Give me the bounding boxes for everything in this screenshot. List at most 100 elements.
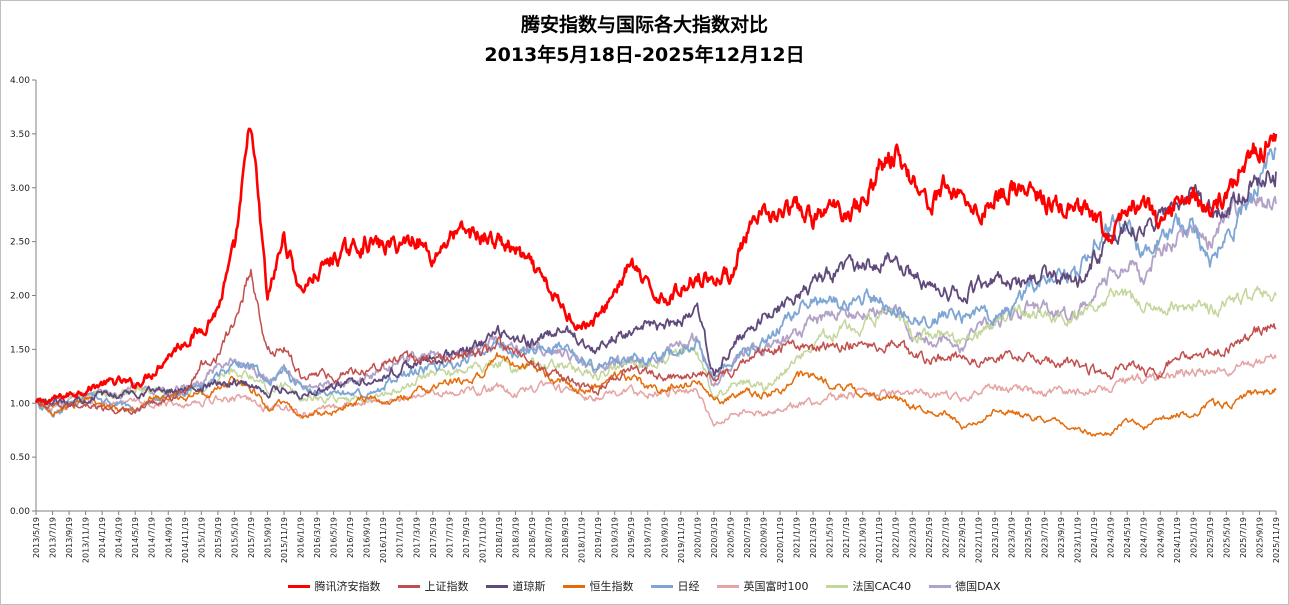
x-tick-label: 2017/7/19 xyxy=(445,517,454,558)
y-tick-label: 2.50 xyxy=(10,238,30,248)
legend-swatch xyxy=(929,584,952,588)
x-tick-label: 2014/11/19 xyxy=(181,517,190,563)
x-tick-label: 2016/9/19 xyxy=(363,517,372,558)
x-tick-label: 2019/5/19 xyxy=(627,517,636,558)
legend-swatch xyxy=(717,584,740,588)
x-tick-label: 2014/9/19 xyxy=(164,517,173,558)
chart-subtitle: 2013年5月18日-2025年12月12日 xyxy=(484,44,805,66)
x-tick-label: 2013/9/19 xyxy=(65,517,74,558)
legend-item-6: 法国CAC40 xyxy=(826,578,911,594)
x-tick-label: 2020/9/19 xyxy=(759,517,768,558)
legend-swatch xyxy=(486,584,509,588)
x-tick-label: 2015/3/19 xyxy=(214,517,223,558)
x-tick-label: 2020/11/19 xyxy=(776,517,785,563)
x-tick-label: 2018/7/19 xyxy=(545,517,554,558)
legend-item-2: 道琼斯 xyxy=(486,578,545,594)
x-tick-label: 2019/1/19 xyxy=(594,517,603,558)
legend-item-0: 腾讯济安指数 xyxy=(288,578,380,594)
chart-title: 腾安指数与国际各大指数对比 xyxy=(520,14,768,36)
x-tick-label: 2025/3/19 xyxy=(1206,517,1215,558)
x-tick-label: 2024/9/19 xyxy=(1156,517,1165,558)
legend-item-4: 日经 xyxy=(651,578,699,594)
x-tick-label: 2022/11/19 xyxy=(974,517,983,563)
legend-label: 道琼斯 xyxy=(512,580,546,593)
x-tick-label: 2017/3/19 xyxy=(412,517,421,558)
legend-swatch xyxy=(288,584,311,588)
chart-legend: 腾讯济安指数 上证指数 道琼斯 恒生指数 日经 英国富时100 法国CAC40 德国DAX xyxy=(0,577,1289,595)
x-tick-label: 2019/3/19 xyxy=(611,517,620,558)
x-tick-label: 2023/3/19 xyxy=(1007,517,1016,558)
x-tick-label: 2025/7/19 xyxy=(1239,517,1248,558)
x-tick-label: 2023/7/19 xyxy=(1041,517,1050,558)
x-tick-label: 2013/5/19 xyxy=(32,517,41,558)
x-tick-label: 2019/11/19 xyxy=(677,517,686,563)
x-tick-label: 2016/7/19 xyxy=(346,517,355,558)
x-tick-label: 2017/9/19 xyxy=(462,517,471,558)
x-tick-label: 2013/7/19 xyxy=(49,517,58,558)
x-tick-label: 2016/11/19 xyxy=(379,517,388,563)
x-tick-label: 2022/1/19 xyxy=(892,517,901,558)
x-tick-label: 2014/7/19 xyxy=(148,517,157,558)
y-tick-label: 3.00 xyxy=(10,184,30,194)
x-tick-label: 2016/5/19 xyxy=(330,517,339,558)
x-tick-label: 2017/5/19 xyxy=(429,517,438,558)
x-tick-label: 2023/11/19 xyxy=(1074,517,1083,563)
x-tick-label: 2013/11/19 xyxy=(82,517,91,563)
x-tick-label: 2023/9/19 xyxy=(1057,517,1066,558)
x-tick-label: 2024/11/19 xyxy=(1173,517,1182,563)
legend-swatch xyxy=(651,584,674,588)
x-tick-label: 2024/3/19 xyxy=(1107,517,1116,558)
series-line-0 xyxy=(34,127,1278,406)
x-tick-label: 2025/11/19 xyxy=(1272,517,1281,563)
x-tick-label: 2018/5/19 xyxy=(528,517,537,558)
x-tick-label: 2021/9/19 xyxy=(859,517,868,558)
x-tick-label: 2023/5/19 xyxy=(1024,517,1033,558)
legend-item-3: 恒生指数 xyxy=(563,578,633,594)
x-tick-label: 2022/3/19 xyxy=(908,517,917,558)
y-tick-label: 2.00 xyxy=(10,292,30,302)
y-tick-label: 3.50 xyxy=(10,130,30,140)
x-tick-label: 2024/7/19 xyxy=(1140,517,1149,558)
x-tick-label: 2019/7/19 xyxy=(644,517,653,558)
y-tick-label: 0.50 xyxy=(10,453,30,463)
legend-item-5: 英国富时100 xyxy=(717,578,808,594)
series-line-2 xyxy=(35,170,1277,408)
x-tick-label: 2015/7/19 xyxy=(247,517,256,558)
legend-label: 法国CAC40 xyxy=(852,580,912,593)
legend-label: 德国DAX xyxy=(955,580,1001,593)
x-tick-label: 2024/1/19 xyxy=(1090,517,1099,558)
y-tick-label: 0.00 xyxy=(10,507,30,517)
x-tick-label: 2018/9/19 xyxy=(561,517,570,558)
x-tick-label: 2016/1/19 xyxy=(297,517,306,558)
x-tick-label: 2015/5/19 xyxy=(230,517,239,558)
x-tick-label: 2015/11/19 xyxy=(280,517,289,563)
x-tick-label: 2019/9/19 xyxy=(660,517,669,558)
x-tick-label: 2020/7/19 xyxy=(743,517,752,558)
x-tick-label: 2022/7/19 xyxy=(941,517,950,558)
x-tick-label: 2021/7/19 xyxy=(842,517,851,558)
legend-label: 恒生指数 xyxy=(589,580,634,593)
legend-item-1: 上证指数 xyxy=(398,578,468,594)
series-line-5 xyxy=(35,353,1277,427)
x-tick-label: 2014/3/19 xyxy=(115,517,124,558)
x-tick-label: 2018/11/19 xyxy=(578,517,587,563)
legend-label: 日经 xyxy=(677,580,700,593)
x-tick-label: 2024/5/19 xyxy=(1123,517,1132,558)
legend-label: 腾讯济安指数 xyxy=(314,580,381,593)
x-tick-label: 2021/11/19 xyxy=(875,517,884,563)
x-tick-label: 2025/9/19 xyxy=(1255,517,1264,558)
x-tick-label: 2018/3/19 xyxy=(511,517,520,558)
x-tick-label: 2014/1/19 xyxy=(98,517,107,558)
legend-swatch xyxy=(398,584,421,588)
x-tick-label: 2017/1/19 xyxy=(396,517,405,558)
x-tick-label: 2025/5/19 xyxy=(1222,517,1231,558)
x-tick-label: 2020/1/19 xyxy=(693,517,702,558)
x-tick-label: 2022/5/19 xyxy=(925,517,934,558)
x-tick-label: 2018/1/19 xyxy=(495,517,504,558)
y-tick-label: 4.00 xyxy=(10,76,30,86)
series-line-3 xyxy=(35,352,1277,437)
x-tick-label: 2025/1/19 xyxy=(1189,517,1198,558)
series-line-1 xyxy=(35,268,1277,415)
legend-item-7: 德国DAX xyxy=(929,578,1001,594)
